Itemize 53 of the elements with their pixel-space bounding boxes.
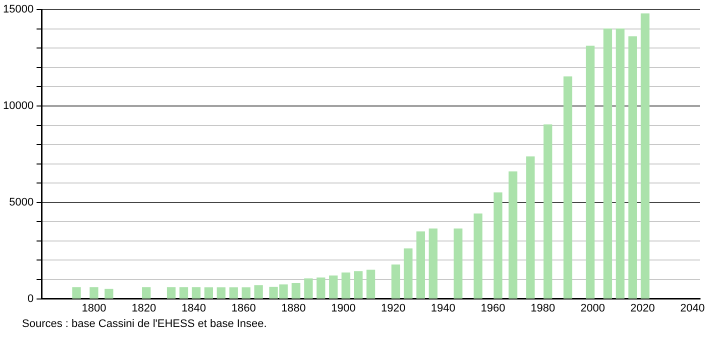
bar xyxy=(616,28,625,299)
bar xyxy=(90,287,98,299)
x-tick-label: 1800 xyxy=(82,302,106,314)
x-tick-label: 1980 xyxy=(530,302,556,314)
bar xyxy=(142,287,151,299)
source-note: Sources : base Cassini de l'EHESS et base Insee. xyxy=(21,318,268,330)
bar xyxy=(544,124,552,299)
x-tick-label: 1940 xyxy=(430,302,456,314)
y-tick-label: 15000 xyxy=(2,4,34,16)
y-tick-label: 5000 xyxy=(9,196,34,208)
bar xyxy=(526,156,535,299)
bar xyxy=(454,228,462,299)
bar xyxy=(179,287,188,299)
x-tick-label: 1900 xyxy=(331,302,356,314)
x-tick-label: 1820 xyxy=(132,302,156,314)
x-tick-label: 2020 xyxy=(630,302,655,314)
bar xyxy=(166,287,176,299)
x-tick-label: 1860 xyxy=(231,302,256,314)
bar xyxy=(292,283,300,299)
x-tick-label: 2040 xyxy=(680,302,705,314)
bar xyxy=(391,264,400,299)
bar xyxy=(354,271,363,299)
bar xyxy=(254,285,263,299)
bar xyxy=(586,46,595,299)
bar xyxy=(508,171,518,299)
x-tick-label: 1840 xyxy=(181,302,206,314)
x-tick-label: 1920 xyxy=(381,302,406,314)
bar xyxy=(342,272,350,299)
bar xyxy=(72,287,81,299)
bar xyxy=(242,287,250,299)
bar xyxy=(416,231,426,299)
bar xyxy=(494,192,502,299)
bar xyxy=(229,287,238,299)
bar xyxy=(216,287,226,299)
y-tick-label: 10000 xyxy=(2,100,34,112)
x-tick-label: 1880 xyxy=(281,302,306,314)
bar xyxy=(204,287,214,299)
bar xyxy=(192,287,201,299)
bar xyxy=(104,288,114,299)
bar xyxy=(428,228,438,299)
x-tick-label: 1960 xyxy=(480,302,506,314)
bar xyxy=(304,278,313,299)
bar xyxy=(316,277,326,299)
bar xyxy=(329,276,338,299)
bar xyxy=(603,28,612,299)
bar xyxy=(563,76,572,299)
y-tick-label: 0 xyxy=(27,292,34,305)
bar xyxy=(640,13,650,299)
bar xyxy=(474,213,482,299)
bar xyxy=(366,270,376,299)
x-tick-label: 2000 xyxy=(580,302,605,314)
bar xyxy=(628,36,637,299)
bar xyxy=(404,248,413,299)
